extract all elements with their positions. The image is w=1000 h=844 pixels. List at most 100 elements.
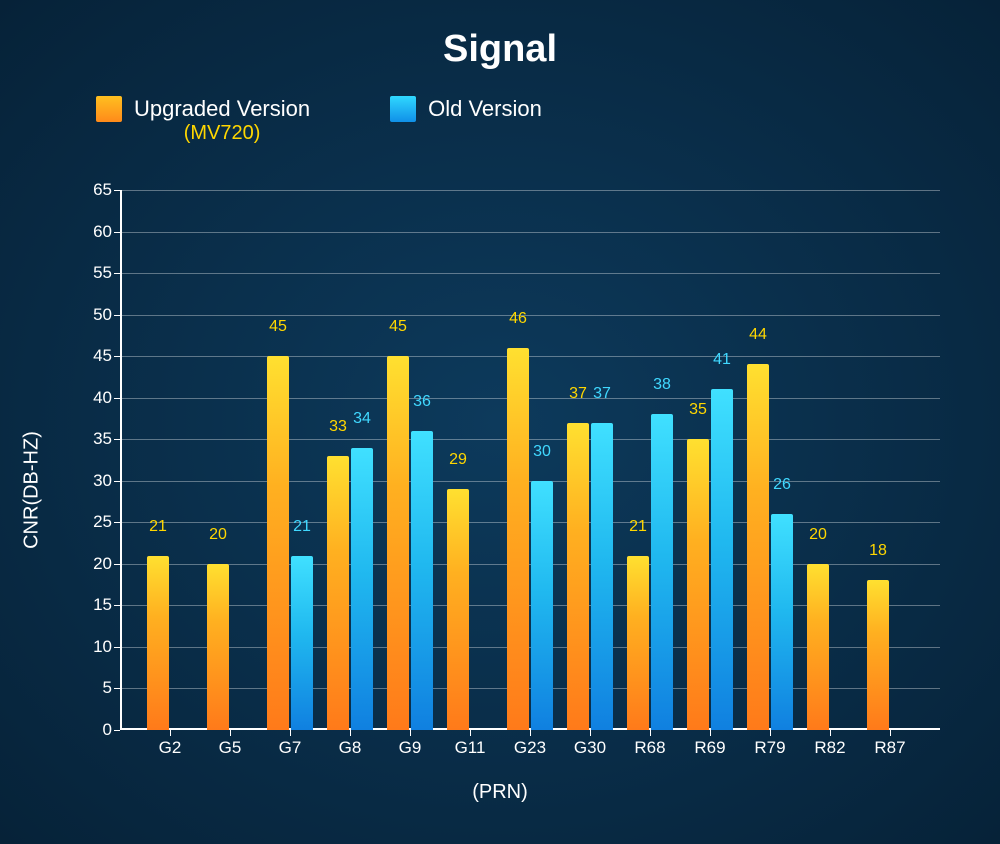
- xtick-label: R87: [874, 738, 905, 758]
- bar: [867, 580, 889, 730]
- xtick-label: R68: [634, 738, 665, 758]
- xtick-label: G30: [574, 738, 606, 758]
- gridline: [120, 398, 940, 399]
- xtick-label: G11: [455, 738, 486, 758]
- bar-value-label: 34: [353, 410, 371, 428]
- y-axis-line: [120, 190, 122, 730]
- legend-item: Upgraded Version(MV720): [96, 96, 310, 145]
- xtick-label: G8: [339, 738, 362, 758]
- xtick-mark: [170, 730, 171, 736]
- bar: [147, 556, 169, 730]
- ytick-label: 35: [93, 429, 112, 449]
- ytick-mark: [114, 315, 120, 316]
- xtick-label: G7: [279, 738, 302, 758]
- ytick-label: 45: [93, 346, 112, 366]
- bar: [591, 423, 613, 730]
- legend-text-wrap: Old Version: [428, 96, 542, 122]
- bar-value-label: 37: [569, 385, 587, 403]
- xtick-label: G5: [219, 738, 242, 758]
- xtick-mark: [410, 730, 411, 736]
- bar-value-label: 30: [533, 443, 551, 461]
- bar-value-label: 20: [809, 526, 827, 544]
- bar-value-label: 41: [713, 351, 731, 369]
- xtick-label: G2: [159, 738, 182, 758]
- ytick-label: 55: [93, 263, 112, 283]
- bar-value-label: 36: [413, 393, 431, 411]
- xtick-mark: [290, 730, 291, 736]
- xtick-mark: [230, 730, 231, 736]
- gridline: [120, 439, 940, 440]
- legend-swatch: [96, 96, 122, 122]
- xtick-mark: [470, 730, 471, 736]
- legend-label: Upgraded Version: [134, 96, 310, 122]
- ytick-label: 10: [93, 637, 112, 657]
- xtick-mark: [530, 730, 531, 736]
- xtick-mark: [590, 730, 591, 736]
- bar-value-label: 33: [329, 418, 347, 436]
- x-axis-label: (PRN): [40, 781, 960, 804]
- ytick-mark: [114, 647, 120, 648]
- ytick-label: 40: [93, 388, 112, 408]
- xtick-label: G9: [399, 738, 422, 758]
- bar: [807, 564, 829, 730]
- bar-value-label: 37: [593, 385, 611, 403]
- gridline: [120, 356, 940, 357]
- bar-value-label: 29: [449, 451, 467, 469]
- ytick-label: 50: [93, 305, 112, 325]
- ytick-label: 65: [93, 180, 112, 200]
- xtick-label: R82: [814, 738, 845, 758]
- ytick-mark: [114, 273, 120, 274]
- ytick-label: 30: [93, 471, 112, 491]
- bar: [387, 356, 409, 730]
- ytick-mark: [114, 398, 120, 399]
- bar: [627, 556, 649, 730]
- legend-text-wrap: Upgraded Version(MV720): [134, 96, 310, 145]
- bar: [747, 364, 769, 730]
- bar: [687, 439, 709, 730]
- legend: Upgraded Version(MV720) Old Version: [96, 96, 542, 145]
- legend-item: Old Version: [390, 96, 542, 122]
- ytick-mark: [114, 564, 120, 565]
- ytick-mark: [114, 730, 120, 731]
- bar-value-label: 21: [149, 518, 167, 536]
- bar: [267, 356, 289, 730]
- xtick-mark: [770, 730, 771, 736]
- ytick-mark: [114, 522, 120, 523]
- gridline: [120, 190, 940, 191]
- bar: [567, 423, 589, 730]
- gridline: [120, 481, 940, 482]
- chart-title: Signal: [0, 28, 1000, 71]
- ytick-label: 0: [103, 720, 112, 740]
- xtick-mark: [890, 730, 891, 736]
- ytick-mark: [114, 190, 120, 191]
- ytick-mark: [114, 605, 120, 606]
- ytick-label: 5: [103, 678, 112, 698]
- xtick-mark: [830, 730, 831, 736]
- bar-value-label: 21: [293, 518, 311, 536]
- gridline: [120, 232, 940, 233]
- legend-sublabel: (MV720): [134, 122, 310, 145]
- ytick-mark: [114, 356, 120, 357]
- bar-value-label: 45: [389, 318, 407, 336]
- bar-value-label: 21: [629, 518, 647, 536]
- bar: [771, 514, 793, 730]
- xtick-label: G23: [514, 738, 546, 758]
- gridline: [120, 273, 940, 274]
- bar: [651, 414, 673, 730]
- bar: [327, 456, 349, 730]
- ytick-label: 60: [93, 222, 112, 242]
- bar: [447, 489, 469, 730]
- ytick-label: 25: [93, 512, 112, 532]
- bar-value-label: 35: [689, 401, 707, 419]
- bar-value-label: 44: [749, 326, 767, 344]
- bar-value-label: 38: [653, 376, 671, 394]
- gridline: [120, 522, 940, 523]
- ytick-label: 20: [93, 554, 112, 574]
- bar: [711, 389, 733, 730]
- gridline: [120, 315, 940, 316]
- xtick-mark: [650, 730, 651, 736]
- ytick-mark: [114, 481, 120, 482]
- bar-value-label: 20: [209, 526, 227, 544]
- bar-value-label: 18: [869, 542, 887, 560]
- chart-container: CNR(DB-HZ) 05101520253035404550556065G22…: [40, 180, 960, 800]
